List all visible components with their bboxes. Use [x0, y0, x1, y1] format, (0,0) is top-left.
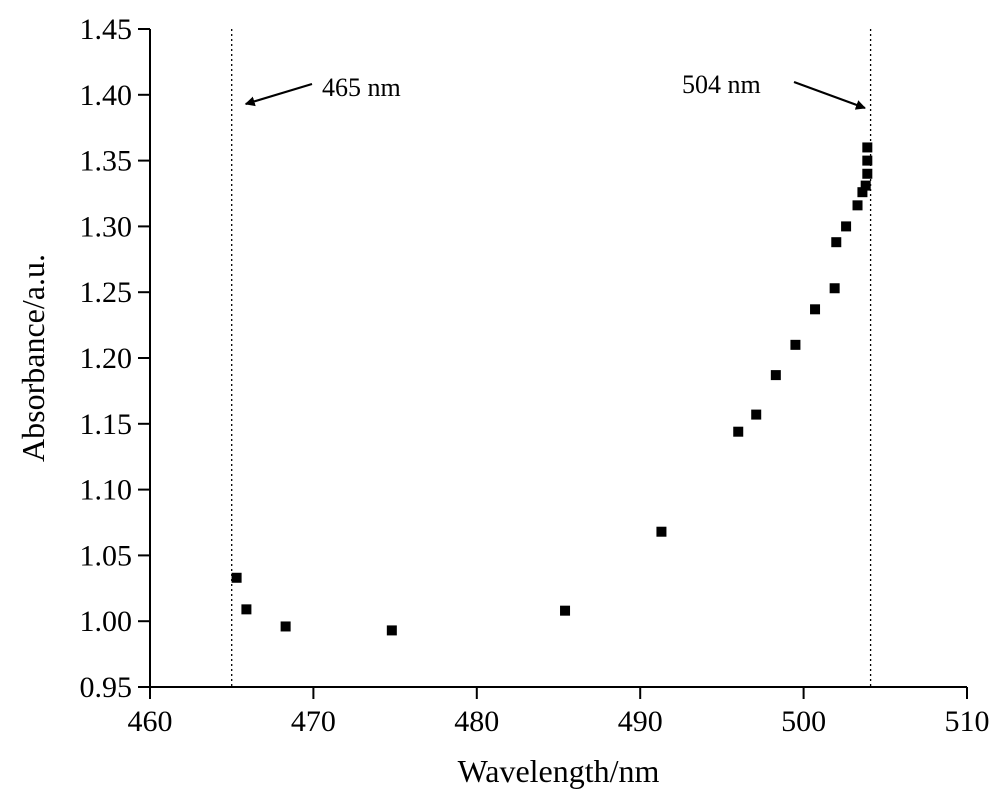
data-point [386, 625, 397, 636]
data-point [862, 155, 873, 166]
x-tick-label: 460 [128, 705, 173, 738]
axes [149, 29, 967, 688]
y-tick-label: 1.25 [80, 276, 133, 309]
y-tick-label: 1.45 [80, 13, 133, 46]
annotation-465-arrow [244, 82, 313, 107]
y-tick-label: 0.95 [80, 671, 133, 704]
x-tick-label: 500 [781, 705, 826, 738]
data-point [841, 221, 852, 232]
data-point [852, 200, 863, 211]
y-tick-label: 1.40 [80, 79, 133, 112]
y-tick-label: 1.30 [80, 210, 133, 243]
data-point [656, 526, 667, 537]
y-tick-label: 1.05 [80, 539, 133, 572]
data-point [241, 604, 252, 615]
data-point [857, 187, 868, 198]
data-point [231, 572, 242, 583]
data-point [560, 605, 571, 616]
x-axis-title: Wavelength/nm [458, 753, 660, 789]
x-tick-label: 470 [291, 705, 336, 738]
x-axis-ticks: 460 470 480 490 500 510 [128, 687, 990, 738]
annotation-504-label: 504 nm [682, 70, 761, 99]
data-point [862, 168, 873, 179]
data-point [829, 283, 840, 294]
data-point [751, 409, 762, 420]
y-tick-label: 1.10 [80, 474, 133, 507]
y-tick-label: 1.20 [80, 342, 133, 375]
data-points [231, 142, 873, 636]
annotation-504-arrow [793, 80, 866, 110]
y-axis-ticks: 0.95 1.00 1.05 1.10 1.15 1.20 1.25 1.30 1.35 1.40… [80, 13, 150, 704]
data-point [733, 426, 744, 437]
data-point [810, 304, 821, 315]
annotations: 465 nm 504 nm [244, 70, 866, 110]
data-point [280, 621, 291, 632]
x-tick-label: 510 [945, 705, 990, 738]
data-point [831, 237, 842, 248]
y-tick-label: 1.35 [80, 145, 133, 178]
y-tick-label: 1.15 [80, 408, 133, 441]
annotation-465-label: 465 nm [322, 73, 401, 102]
data-point [862, 142, 873, 153]
data-point [860, 180, 871, 191]
data-point [790, 339, 801, 350]
data-point [770, 370, 781, 381]
y-axis-title: Absorbance/a.u. [15, 254, 51, 462]
x-tick-label: 480 [454, 705, 499, 738]
x-tick-label: 490 [618, 705, 663, 738]
reference-lines [231, 29, 872, 687]
y-tick-label: 1.00 [80, 605, 133, 638]
